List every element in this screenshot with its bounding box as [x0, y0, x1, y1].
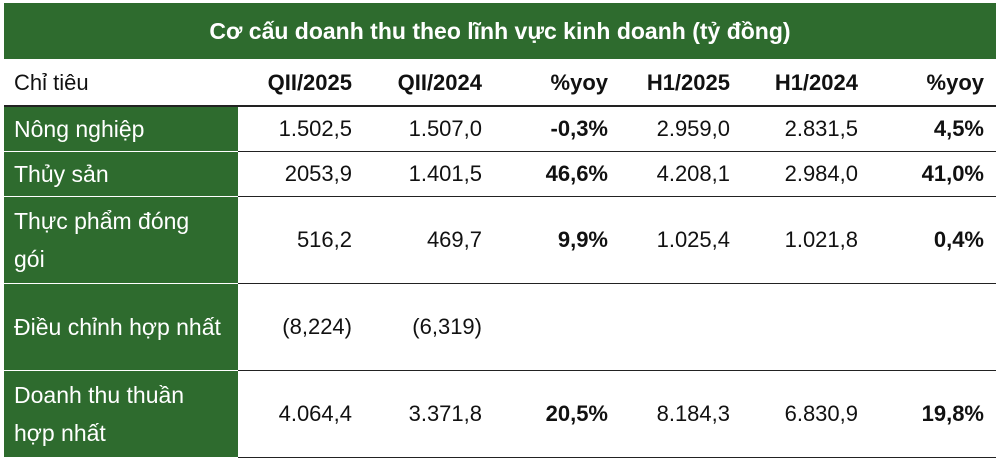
table-row: Thủy sản 2053,9 1.401,5 46,6% 4.208,1 2.984,0… — [4, 151, 996, 197]
table-cell: 2.831,5 — [742, 106, 870, 152]
table-cell: 41,0% — [870, 151, 996, 197]
table-cell: 2.984,0 — [742, 151, 870, 197]
table-cell: (6,319) — [364, 283, 494, 371]
table-cell: 9,9% — [494, 196, 620, 284]
table-cell — [742, 283, 870, 371]
column-header: QII/2024 — [364, 61, 494, 107]
table-cell: 46,6% — [494, 151, 620, 197]
column-header: %yoy — [494, 61, 620, 107]
row-label: Doanh thu thuần hợp nhất — [4, 370, 238, 458]
column-header: QII/2025 — [238, 61, 364, 107]
table-cell: 19,8% — [870, 370, 996, 458]
table-cell: 4.064,4 — [238, 370, 364, 458]
row-label: Thủy sản — [4, 151, 238, 197]
table-row: Doanh thu thuần hợp nhất 4.064,4 3.371,8 20… — [4, 370, 996, 458]
table-cell: 1.025,4 — [620, 196, 742, 284]
table-cell: 1.502,5 — [238, 106, 364, 152]
column-header: H1/2024 — [742, 61, 870, 107]
table-cell: 3.371,8 — [364, 370, 494, 458]
row-label: Thực phẩm đóng gói — [4, 196, 238, 284]
table-cell: 4,5% — [870, 106, 996, 152]
table-row: Điều chỉnh hợp nhất (8,224) (6,319) — [4, 283, 996, 371]
table-row: Nông nghiệp 1.502,5 1.507,0 -0,3% 2.959,0 2.8… — [4, 106, 996, 152]
table-cell: 6.830,9 — [742, 370, 870, 458]
table-cell: 1.021,8 — [742, 196, 870, 284]
column-header: H1/2025 — [620, 61, 742, 107]
table-cell: (8,224) — [238, 283, 364, 371]
table-cell: 1.401,5 — [364, 151, 494, 197]
table-cell — [620, 283, 742, 371]
table-cell: 516,2 — [238, 196, 364, 284]
table-cell: 1.507,0 — [364, 106, 494, 152]
header-row: Chỉ tiêu QII/2025 QII/2024 %yoy H1/2025 … — [4, 61, 996, 107]
column-header: %yoy — [870, 61, 996, 107]
table-title: Cơ cấu doanh thu theo lĩnh vực kinh doan… — [4, 3, 996, 61]
table-cell — [494, 283, 620, 371]
table-cell: 2053,9 — [238, 151, 364, 197]
row-label: Điều chỉnh hợp nhất — [4, 283, 238, 371]
table-cell: -0,3% — [494, 106, 620, 152]
table-cell — [870, 283, 996, 371]
table-cell: 2.959,0 — [620, 106, 742, 152]
table-row: Thực phẩm đóng gói 516,2 469,7 9,9% 1.025,4 1… — [4, 196, 996, 284]
table-cell: 4.208,1 — [620, 151, 742, 197]
table-cell: 0,4% — [870, 196, 996, 284]
revenue-table-container: Cơ cấu doanh thu theo lĩnh vực kinh doan… — [4, 3, 996, 458]
revenue-table: Chỉ tiêu QII/2025 QII/2024 %yoy H1/2025 … — [4, 61, 996, 458]
row-label: Nông nghiệp — [4, 106, 238, 152]
table-cell: 8.184,3 — [620, 370, 742, 458]
table-cell: 20,5% — [494, 370, 620, 458]
table-cell: 469,7 — [364, 196, 494, 284]
column-header: Chỉ tiêu — [4, 61, 238, 107]
